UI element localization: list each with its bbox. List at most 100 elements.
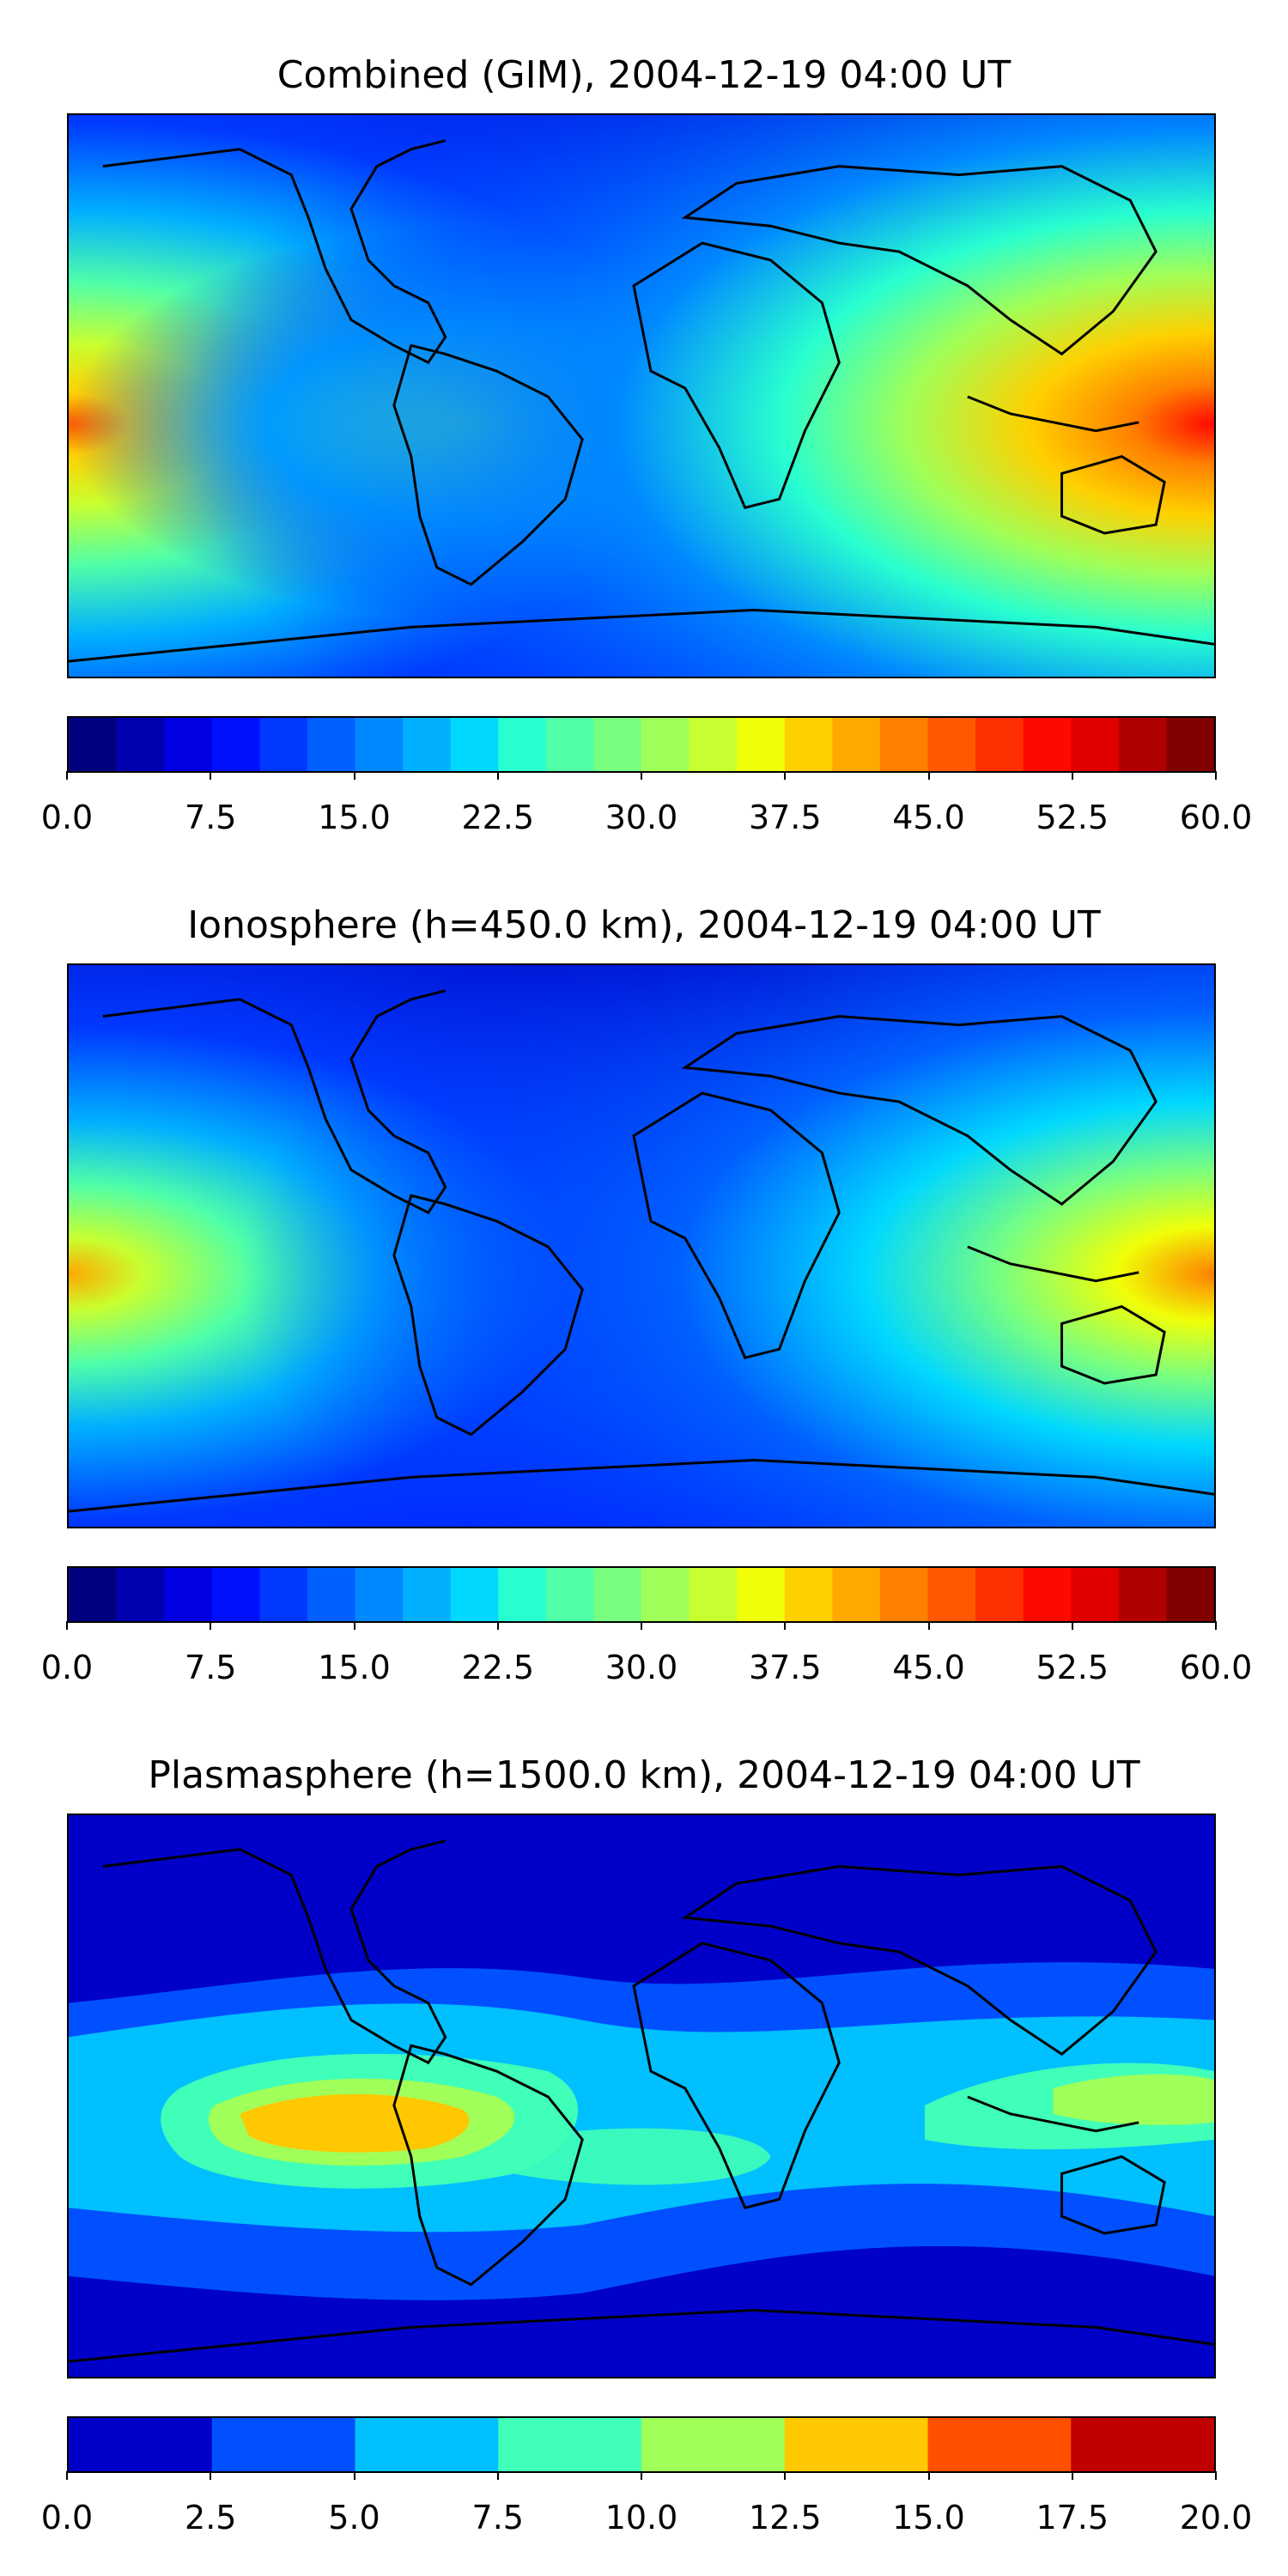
colorbar-segment [784,718,833,771]
colorbar-segment [259,1568,308,1621]
colorbar-segment [211,2418,355,2471]
colorbar-segment [403,718,452,771]
tick-label: 52.5 [1036,1649,1109,1686]
colorbar-segment [545,1568,594,1621]
colorbar-segment [975,1568,1024,1621]
colorbar-segment [927,718,976,771]
colorbar-segment [975,718,1024,771]
colorbar-segment [593,1568,642,1621]
colorbar-segment [211,1568,260,1621]
colorbar-segment [1118,1568,1167,1621]
tec-map [67,963,1216,1528]
colorbar-segment [164,1568,213,1621]
tec-map [67,113,1216,678]
tick-label: 22.5 [461,799,535,836]
colorbar-segment [545,718,594,771]
colorbar-segment [832,1568,881,1621]
colorbar-segment [355,2418,499,2471]
colorbar-segment [1118,718,1167,771]
tick-label: 52.5 [1036,799,1109,836]
colorbar-ticks: 0.0 7.5 15.0 22.5 30.0 37.5 45.0 52.5 60… [41,1621,1252,1686]
colorbar-segment [593,718,642,771]
plasmasphere-panel: Plasmasphere (h=1500.0 km), 2004-12-19 0… [0,1700,1288,2559]
combined-panel: Combined (GIM), 2004-12-19 04:00 UT [0,0,1288,859]
colorbar-segment [116,718,165,771]
chart-title: Combined (GIM), 2004-12-19 04:00 UT [276,53,1012,97]
tick-label: 15.0 [318,1649,391,1686]
colorbar-segment [164,718,213,771]
colorbar-segment [1071,718,1120,771]
colorbar-segment [355,1568,404,1621]
colorbar-segment [832,718,881,771]
tick-label: 30.0 [605,1649,678,1686]
tick-label: 22.5 [461,1649,535,1686]
colorbar-segment [784,2418,928,2471]
colorbar-segment [498,718,547,771]
colorbar-segment [641,1568,690,1621]
colorbar-segment [403,1568,452,1621]
colorbar-segment [927,2418,1072,2471]
colorbar-segment [1166,1568,1214,1621]
colorbar-segment [689,1568,738,1621]
tick-label: 60.0 [1179,1649,1253,1686]
colorbar-segment [307,718,355,771]
tick-label: 0.0 [40,1649,94,1686]
colorbar-segment [784,1568,833,1621]
tick-label: 0.0 [40,2499,94,2537]
colorbar [67,2416,1216,2473]
colorbar-segment [1071,2418,1214,2471]
colorbar-segment [927,1568,976,1621]
coastlines [69,1839,1214,2363]
tick-label: 2.5 [185,2499,237,2537]
tick-label: 37.5 [748,1649,822,1686]
tick-label: 5.0 [328,2499,380,2537]
colorbar-segment [69,1568,118,1621]
colorbar-segment [689,718,738,771]
colorbar-segment [498,1568,547,1621]
coastlines [69,989,1214,1513]
colorbar-segment [450,1568,499,1621]
colorbar-segment [879,1568,928,1621]
chart-title: Ionosphere (h=450.0 km), 2004-12-19 04:0… [187,903,1101,947]
tick-label: 45.0 [892,799,965,836]
colorbar-segment [450,718,499,771]
tick-label: 0.0 [40,799,94,836]
tick-label: 10.0 [605,2499,678,2537]
colorbar [67,716,1216,773]
tick-label: 17.5 [1036,2499,1109,2537]
colorbar-segment [69,718,118,771]
colorbar-segment [1071,1568,1120,1621]
colorbar-segment [879,718,928,771]
colorbar-segment [641,718,690,771]
tick-label: 7.5 [185,1649,237,1686]
colorbar-segment [69,2418,213,2471]
tec-map [67,1814,1216,2379]
coastlines [69,139,1214,663]
tick-label: 15.0 [892,2499,965,2537]
colorbar-segment [307,1568,355,1621]
colorbar-segment [498,2418,642,2471]
colorbar-ticks: 0.0 7.5 15.0 22.5 30.0 37.5 45.0 52.5 60… [41,771,1252,836]
colorbar-segment [737,718,786,771]
tick-label: 15.0 [318,799,391,836]
colorbar-segment [737,1568,786,1621]
colorbar-segment [1023,718,1072,771]
colorbar [67,1566,1216,1623]
colorbar-segment [211,718,260,771]
chart-title: Plasmasphere (h=1500.0 km), 2004-12-19 0… [148,1753,1140,1797]
colorbar-segment [116,1568,165,1621]
colorbar-segment [641,2418,786,2471]
ionosphere-panel: Ionosphere (h=450.0 km), 2004-12-19 04:0… [0,850,1288,1709]
colorbar-ticks: 0.0 2.5 5.0 7.5 10.0 12.5 15.0 17.5 20.0 [41,2471,1252,2537]
colorbar-segment [1166,718,1214,771]
tick-label: 20.0 [1179,2499,1253,2537]
tick-label: 12.5 [748,2499,822,2537]
colorbar-segment [259,718,308,771]
tick-label: 37.5 [748,799,822,836]
colorbar-segment [355,718,404,771]
tick-label: 60.0 [1179,799,1253,836]
tick-label: 7.5 [185,799,237,836]
colorbar-segment [1023,1568,1072,1621]
tick-label: 30.0 [605,799,678,836]
tick-label: 45.0 [892,1649,965,1686]
